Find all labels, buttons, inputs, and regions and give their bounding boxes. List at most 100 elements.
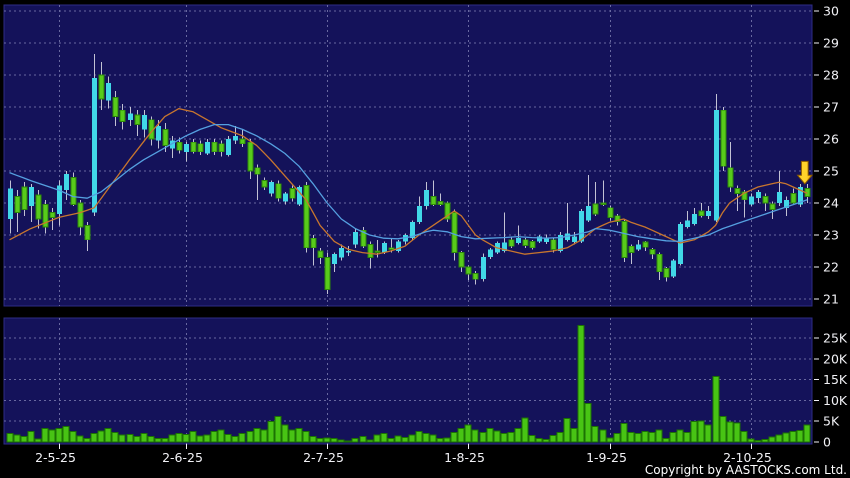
candle-down — [614, 215, 621, 222]
volume-axis-label: 20K — [823, 351, 848, 366]
candle-up — [283, 193, 288, 202]
candle-down — [49, 212, 56, 218]
price-axis-label: 22 — [823, 260, 839, 275]
candle-up — [353, 231, 358, 245]
candle-down — [656, 253, 663, 273]
candle-down — [437, 200, 444, 205]
volume-bar — [34, 438, 42, 443]
volume-bar — [457, 427, 465, 443]
candle-up — [106, 83, 111, 101]
candle-up — [749, 196, 754, 205]
candle-down — [98, 74, 105, 100]
volume-bar — [27, 431, 35, 443]
volume-bar — [507, 431, 515, 443]
volume-bar — [521, 417, 529, 443]
volume-bar — [500, 432, 508, 443]
candle-up — [777, 191, 782, 203]
candle-down — [529, 240, 536, 249]
volume-bar — [401, 436, 409, 443]
volume-bar — [620, 422, 628, 443]
candle-down — [451, 212, 458, 254]
candle-down — [289, 188, 296, 199]
volume-bar — [803, 424, 811, 443]
candle-down — [762, 196, 769, 204]
volume-bar — [606, 437, 614, 443]
candle-down — [14, 196, 21, 214]
candle-down — [550, 239, 557, 250]
volume-bar — [719, 416, 727, 443]
volume-bar — [599, 429, 607, 443]
candle-up — [516, 238, 521, 243]
volume-bar — [690, 421, 698, 443]
volume-bar — [584, 402, 592, 443]
volume-bar — [48, 429, 56, 443]
volume-bar — [246, 431, 254, 443]
price-axis-label: 25 — [823, 164, 839, 179]
down-arrow-marker — [796, 160, 814, 185]
candle-up — [226, 139, 231, 155]
volume-bar — [253, 427, 261, 443]
price-axis-label: 21 — [823, 292, 839, 307]
candle-down — [190, 141, 197, 153]
candle-up — [706, 211, 711, 216]
candle-down — [465, 266, 472, 275]
candle-up — [339, 247, 344, 258]
candle-down — [388, 247, 395, 250]
price-axis-label: 24 — [823, 196, 839, 211]
volume-bar — [154, 437, 162, 443]
candle-up — [64, 174, 69, 191]
price-axis-label: 28 — [823, 68, 839, 83]
volume-bar — [203, 434, 211, 443]
candle-up — [579, 211, 584, 242]
candle-up — [586, 206, 591, 221]
volume-bar — [224, 434, 232, 443]
date-label: 2-7-25 — [303, 450, 344, 465]
volume-bar — [351, 437, 359, 443]
volume-bar — [147, 436, 155, 443]
candle-up — [142, 115, 147, 130]
volume-bar — [761, 439, 769, 443]
volume-bar — [549, 434, 557, 443]
candle-down — [374, 250, 381, 254]
candle-down — [628, 245, 635, 253]
candle-down — [112, 97, 119, 118]
date-label: 1-8-25 — [444, 450, 485, 465]
volume-bar — [168, 434, 176, 443]
candle-up — [798, 187, 803, 205]
candle-up — [756, 191, 761, 199]
candle-down — [310, 237, 317, 249]
candle-down — [197, 143, 204, 153]
volume-bar — [669, 431, 677, 443]
candle-down — [275, 183, 282, 199]
volume-bar — [627, 431, 635, 443]
copyright-text: Copyright by AASTOCKS.com Ltd. — [644, 463, 847, 477]
candle-up — [544, 238, 549, 243]
price-axis-label: 26 — [823, 132, 839, 147]
volume-bar — [514, 427, 522, 443]
candle-down — [522, 239, 529, 246]
candle-down — [642, 241, 649, 248]
volume-bar — [782, 432, 790, 443]
volume-axis-label: 15K — [823, 372, 848, 387]
volume-bar — [704, 424, 712, 443]
ma-fast-line — [9, 107, 808, 255]
volume-bar — [175, 432, 183, 443]
volume-bar — [288, 429, 296, 443]
volume-bar — [196, 435, 204, 443]
volume-bar — [450, 431, 458, 443]
volume-bar — [697, 420, 705, 443]
axis-labels: 30 29 28 27 26 25 24 23 22 21 25K 20K 15K 10K 5K 0 2-5-2… — [35, 4, 848, 466]
volume-bar — [366, 439, 374, 443]
volume-bar — [676, 429, 684, 443]
volume-bar — [189, 431, 197, 443]
gridlines — [4, 5, 812, 444]
price-axis-label: 30 — [823, 4, 839, 19]
volume-bar — [662, 437, 670, 443]
volume-bar — [161, 437, 169, 443]
volume-bar — [359, 436, 367, 443]
volume-bar — [486, 427, 494, 443]
candle-up — [57, 185, 62, 215]
volume-bar — [302, 431, 310, 443]
volume-bar — [563, 417, 571, 443]
volume-bar — [118, 434, 126, 443]
